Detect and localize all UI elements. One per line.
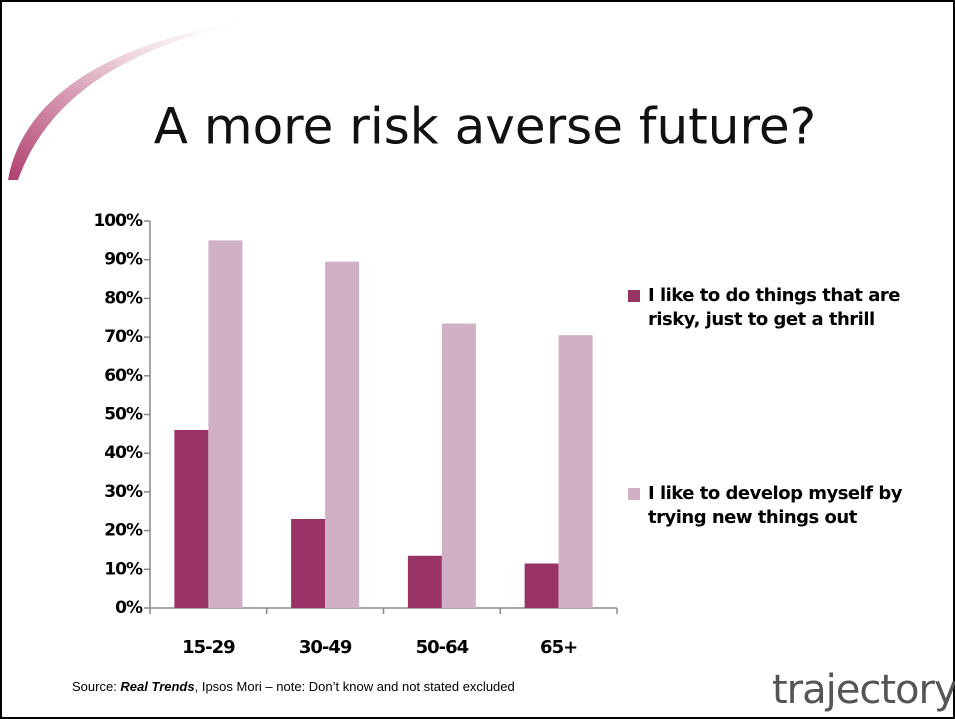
- bar: [174, 429, 209, 608]
- chart-title: A more risk averse future?: [154, 98, 816, 156]
- y-tick-label: 30%: [104, 482, 143, 502]
- y-tick-label: 20%: [104, 521, 143, 541]
- bar: [325, 261, 360, 608]
- bar: [441, 323, 476, 608]
- bar: [407, 555, 442, 608]
- bar: [291, 518, 326, 608]
- source-emphasis: Real Trends: [120, 679, 194, 694]
- y-tick-label: 90%: [104, 250, 143, 270]
- x-tick-label: 15-29: [182, 637, 235, 658]
- logo: trajectory: [772, 667, 955, 713]
- bar: [208, 240, 243, 608]
- legend-swatch: [628, 290, 640, 302]
- y-tick-label: 60%: [104, 366, 143, 386]
- y-tick-label: 10%: [104, 559, 143, 579]
- y-tick-label: 0%: [115, 598, 143, 618]
- legend-label: I like to do things that are risky, just…: [648, 285, 900, 330]
- y-tick-label: 70%: [104, 327, 143, 347]
- y-tick-label: 100%: [93, 211, 142, 231]
- legend-label: I like to develop myself by trying new t…: [648, 483, 903, 528]
- source-suffix: , Ipsos Mori – note: Don’t know and not …: [195, 679, 515, 694]
- source-note: Source: Real Trends, Ipsos Mori – note: …: [72, 679, 515, 694]
- source-prefix: Source:: [72, 679, 120, 694]
- x-tick-label: 30-49: [299, 637, 352, 658]
- bar: [558, 335, 593, 608]
- y-tick-label: 50%: [104, 405, 143, 425]
- bar: [524, 563, 559, 608]
- y-tick-label: 40%: [104, 443, 143, 463]
- decor-swoosh: [8, 18, 270, 180]
- legend-swatch: [628, 488, 640, 500]
- y-tick-label: 80%: [104, 288, 143, 308]
- x-tick-label: 50-64: [416, 637, 469, 658]
- x-tick-label: 65+: [540, 637, 577, 658]
